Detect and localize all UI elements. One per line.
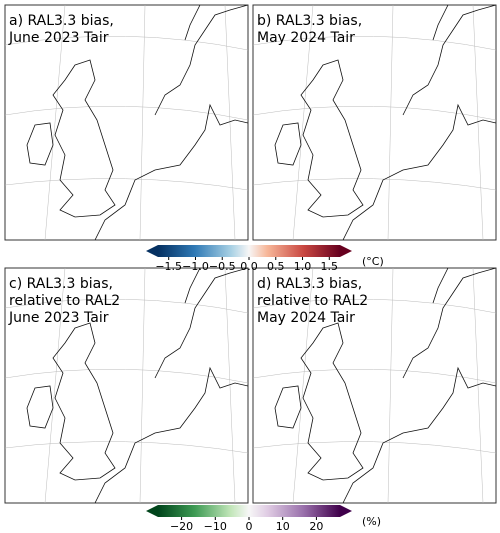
colorbar-tick-label: 1.5	[321, 260, 339, 273]
colorbar-extend-low	[146, 245, 158, 257]
colorbar-tick-label: 10	[276, 520, 290, 533]
colorbar-tick-label: −20	[170, 520, 193, 533]
colorbar-tick-label: 0.0	[240, 260, 258, 273]
colorbar-tick-label: −0.5	[209, 260, 236, 273]
colorbar-unit: (°C)	[362, 255, 384, 268]
colorbar-extend-high	[340, 245, 352, 257]
panel-label: a) RAL3.3 bias,	[9, 13, 114, 29]
colorbar-extend-low	[146, 505, 158, 517]
colorbar-tick-label: 0.5	[267, 260, 285, 273]
colorbar-tick-label: 20	[309, 520, 323, 533]
panel-label: May 2024 Tair	[257, 30, 355, 46]
colorbar-tick-label: −10	[204, 520, 227, 533]
panel-label: June 2023 Tair	[8, 310, 109, 326]
colorbars: −1.5 −1.0 −0.5 0.0 0.5 1.0 1.5 (°C) −20 −10 0 10 20 (…	[146, 245, 384, 533]
colorbar	[158, 505, 340, 517]
colorbar-tick-label: 0	[246, 520, 253, 533]
colorbar-tick-label: 1.0	[294, 260, 312, 273]
map-panel: a) RAL3.3 bias,June 2023 Tair	[4, 4, 249, 241]
panel-label: May 2024 Tair	[257, 310, 355, 326]
panel-label: d) RAL3.3 bias,	[257, 276, 362, 292]
colorbar-tick-label: −1.5	[155, 260, 182, 273]
panel-label: June 2023 Tair	[8, 30, 109, 46]
colorbar-extend-high	[340, 505, 352, 517]
panel-label: b) RAL3.3 bias,	[257, 13, 362, 29]
panel-label: relative to RAL2	[257, 293, 368, 309]
colorbar	[158, 245, 340, 257]
colorbar-unit: (%)	[362, 515, 381, 528]
colorbar-tick-label: −1.0	[182, 260, 209, 273]
panel-label: c) RAL3.3 bias,	[9, 276, 113, 292]
map-panel: b) RAL3.3 bias,May 2024 Tair	[252, 4, 497, 241]
panel-label: relative to RAL2	[9, 293, 120, 309]
